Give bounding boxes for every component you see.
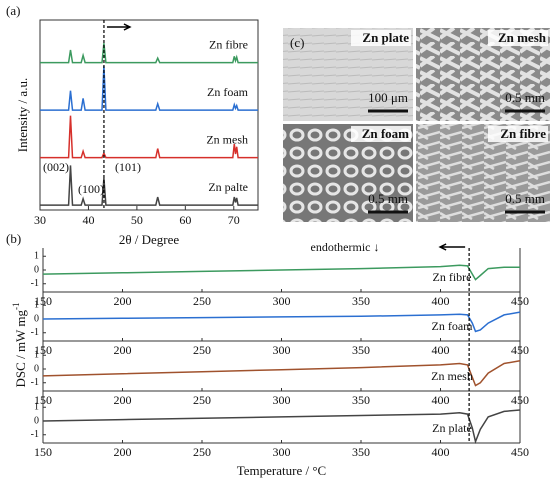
series-label: Zn foam: [432, 319, 474, 333]
x-tick-label: 30: [34, 213, 46, 227]
x-tick-label: 250: [193, 294, 211, 308]
y-tick-label: 0: [34, 264, 39, 275]
micrograph-label: Zn mesh: [498, 30, 547, 45]
series-line: [42, 360, 521, 387]
series-label: Zn fibre: [433, 270, 472, 284]
scale-label: 100 μm: [368, 90, 408, 105]
annotation: endothermic ↓: [311, 240, 380, 254]
peak-label: (101): [115, 160, 141, 174]
x-tick-label: 150: [34, 294, 52, 308]
x-tick-label: 250: [193, 343, 211, 357]
y-axis-label: DSC / mW mg-1: [11, 303, 28, 388]
x-tick-label: 60: [179, 213, 191, 227]
plot-frame: [39, 19, 259, 211]
x-tick-label: 300: [273, 343, 291, 357]
x-tick-label: 200: [114, 445, 132, 459]
scale-label: 0.5 mm: [505, 90, 545, 105]
y-tick-label: -1: [31, 429, 39, 440]
x-tick-label: 70: [228, 213, 240, 227]
label-bg: [488, 126, 548, 142]
legend-label: Zn mesh: [206, 132, 248, 146]
x-tick-label: 40: [82, 213, 94, 227]
x-tick-label: 50: [131, 213, 143, 227]
x-tick-label: 200: [114, 294, 132, 308]
legend-label: Zn palte: [208, 180, 248, 194]
legend-label: Zn foam: [207, 85, 249, 99]
x-tick-label: 150: [34, 445, 52, 459]
y-axis-label-main: DSC / mW mg: [13, 310, 28, 388]
x-tick-label: 150: [34, 393, 52, 407]
y-tick-label: -1: [31, 278, 39, 289]
y-tick-label: -1: [31, 377, 39, 388]
y-axis-label: Intensity / a.u.: [15, 78, 30, 152]
series-line: [40, 65, 258, 111]
panel-label: (b): [6, 231, 21, 246]
scale-label: 0.5 mm: [368, 191, 408, 206]
micrographs: Zn plate 100 μm Zn mesh 0.5 mm Zn foam 0.5 mm…: [283, 28, 550, 222]
x-axis-label: 2θ / Degree: [119, 232, 180, 247]
x-tick-label: 350: [352, 294, 370, 308]
x-tick-label: 200: [114, 343, 132, 357]
y-tick-label: 0: [34, 313, 39, 324]
x-tick-label: 350: [352, 343, 370, 357]
x-axis-label: Temperature / °C: [237, 463, 326, 478]
series-line: [42, 311, 521, 333]
micrograph-label: Zn foam: [362, 126, 409, 141]
x-tick-label: 250: [193, 393, 211, 407]
x-tick-label: 450: [511, 294, 529, 308]
peak-label: (002): [43, 160, 69, 174]
legend-label: Zn fibre: [209, 37, 248, 51]
panel-label: (c): [290, 35, 304, 50]
label-bg: [351, 30, 411, 46]
label-bg: [351, 126, 411, 142]
y-axis-label-sup: -1: [11, 303, 21, 311]
arrow: [438, 243, 466, 251]
series-line: [42, 264, 520, 281]
label-bg: [488, 30, 548, 46]
y-tick-label: 1: [34, 300, 39, 311]
arrow: [106, 23, 132, 31]
x-tick-label: 200: [114, 393, 132, 407]
x-tick-label: 350: [352, 393, 370, 407]
x-tick-label: 450: [511, 445, 529, 459]
x-tick-label: 300: [273, 393, 291, 407]
peak-label: (100): [78, 182, 104, 196]
y-tick-label: 1: [34, 251, 39, 262]
y-tick-label: 1: [34, 350, 39, 361]
x-tick-label: 450: [511, 393, 529, 407]
panel-label: (a): [6, 3, 20, 18]
micrograph-label: Zn plate: [362, 30, 409, 45]
x-tick-label: 400: [432, 445, 450, 459]
series-line: [42, 409, 521, 445]
x-tick-label: 400: [432, 343, 450, 357]
series-line: [40, 165, 258, 206]
y-tick-label: 1: [34, 402, 39, 413]
series-line: [40, 43, 258, 64]
scale-label: 0.5 mm: [505, 191, 545, 206]
y-tick-label: -1: [31, 327, 39, 338]
series-label: Zn mesh: [431, 369, 473, 383]
series-line: [40, 115, 258, 159]
x-tick-label: 150: [34, 343, 52, 357]
x-tick-label: 350: [352, 445, 370, 459]
x-tick-label: 300: [273, 294, 291, 308]
micrograph-label: Zn fibre: [500, 126, 546, 141]
x-tick-label: 250: [193, 445, 211, 459]
x-tick-label: 300: [273, 445, 291, 459]
y-tick-label: 0: [34, 415, 39, 426]
x-tick-label: 400: [432, 294, 450, 308]
series-label: Zn plate: [432, 421, 472, 435]
x-tick-label: 450: [511, 343, 529, 357]
x-tick-label: 400: [432, 393, 450, 407]
y-tick-label: 0: [34, 363, 39, 374]
